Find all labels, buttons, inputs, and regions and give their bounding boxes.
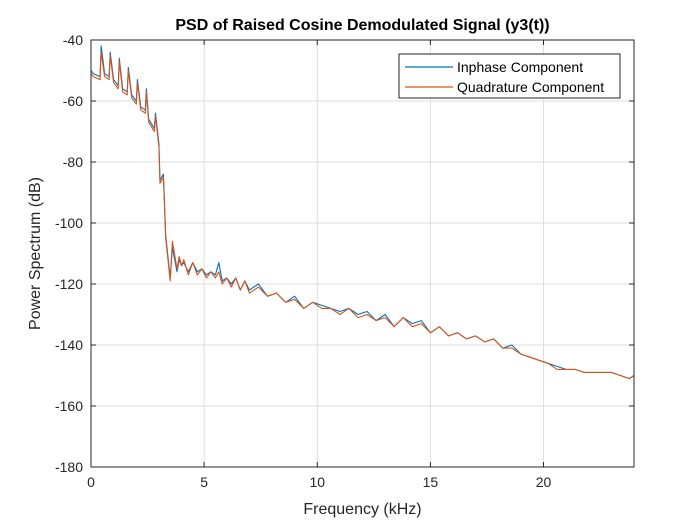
x-tick-label: 10 (309, 474, 325, 490)
x-tick-label: 0 (87, 474, 95, 490)
legend: Inphase Component Quadrature Component (398, 53, 621, 99)
plot-frame (90, 39, 635, 468)
legend-entry-quadrature: Quadrature Component (457, 79, 604, 95)
y-tick-label: -140 (55, 337, 83, 353)
legend-entry-inphase: Inphase Component (457, 59, 583, 75)
tick-labels: 0 5 10 15 20 -180 -160 -140 -120 -100 -80 -60 -40 (55, 32, 552, 490)
y-tick-label: -80 (63, 154, 83, 170)
y-tick-label: -40 (63, 32, 83, 48)
y-axis-label: Power Spectrum (dB) (27, 177, 44, 330)
x-tick-label: 15 (423, 474, 439, 490)
x-tick-label: 20 (536, 474, 552, 490)
series-layer (91, 45, 634, 380)
legend-box (398, 53, 621, 99)
series-line-quadrature (91, 51, 634, 380)
y-tick-label: -120 (55, 276, 83, 292)
y-tick-label: -100 (55, 215, 83, 231)
x-tick-label: 5 (200, 474, 208, 490)
y-tick-label: -160 (55, 398, 83, 414)
x-axis-label: Frequency (kHz) (303, 501, 421, 518)
y-tick-label: -180 (55, 459, 83, 475)
y-tick-label: -60 (63, 93, 83, 109)
chart-title: PSD of Raised Cosine Demodulated Signal … (175, 17, 549, 34)
